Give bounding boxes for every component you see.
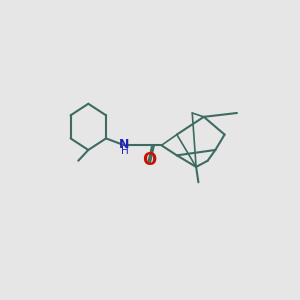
Text: N: N [119, 138, 130, 151]
Text: O: O [142, 151, 156, 169]
Text: H: H [121, 146, 128, 157]
